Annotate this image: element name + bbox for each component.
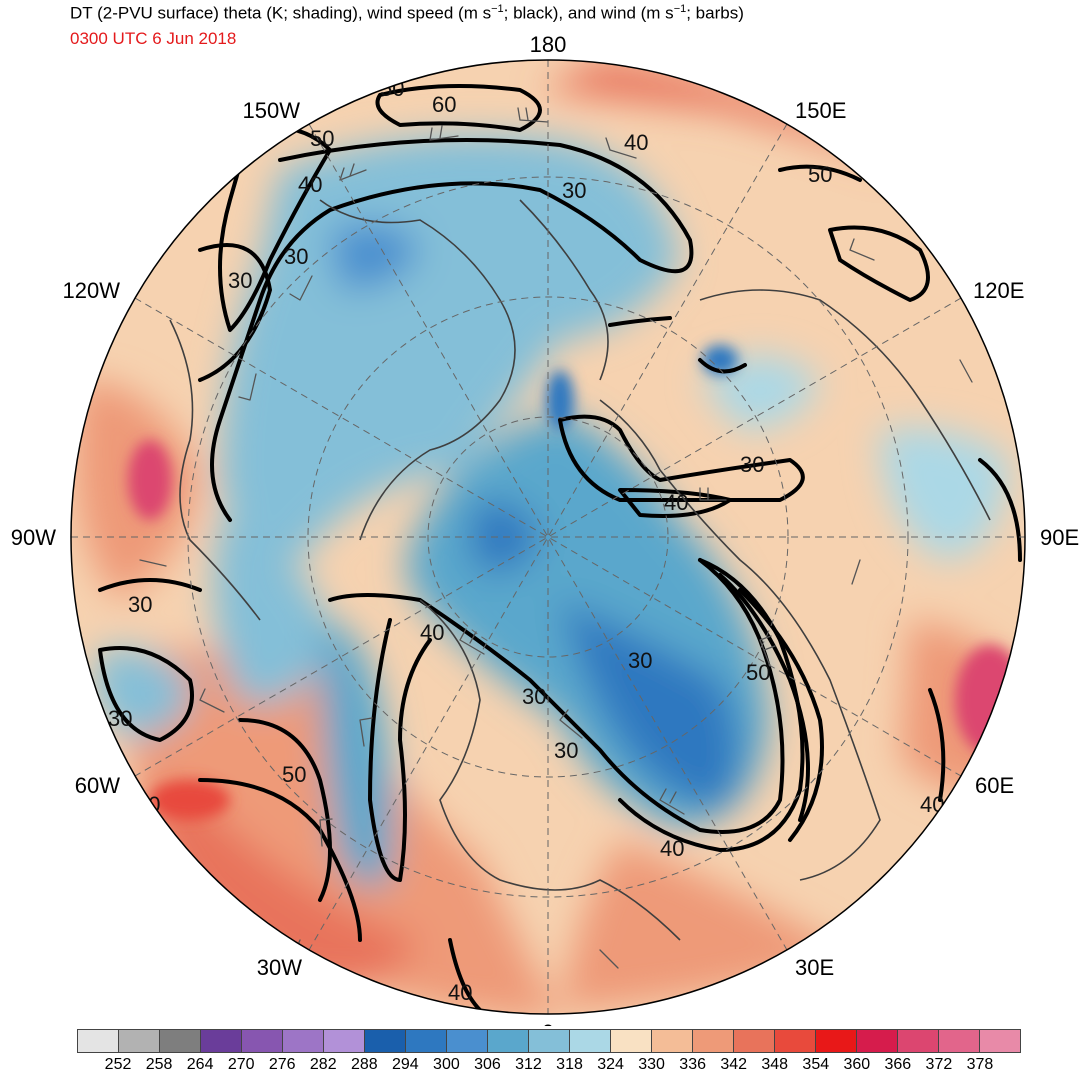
lon-label-30e: 30E [795, 955, 834, 980]
contour-label: 40 [298, 172, 322, 197]
contour-label: 40 [448, 980, 472, 1005]
colorbar-swatch [857, 1030, 898, 1052]
contour-label: 50 [808, 162, 832, 187]
lon-label-30w: 30W [257, 955, 302, 980]
colorbar-swatch [816, 1030, 857, 1052]
colorbar-swatch [242, 1030, 283, 1052]
lon-label-180: 180 [530, 32, 567, 57]
contour-label: 40 [624, 130, 648, 155]
contour-label: 60 [432, 92, 456, 117]
colorbar-tick-label: 288 [350, 1056, 378, 1073]
colorbar-tick-label: 252 [104, 1056, 132, 1073]
title-part-b: ; black), and wind (m s [503, 3, 674, 23]
colorbar-tick-label: 276 [268, 1056, 296, 1073]
contour-value-labels: 50 60 50 40 30 30 40 50 30 30 40 30 40 3… [108, 76, 944, 1005]
contour-label: 30 [740, 452, 764, 477]
theta-shading [75, 60, 1025, 1014]
colorbar-tick-label: 336 [679, 1056, 706, 1073]
colorbar-tick-label: 282 [309, 1056, 337, 1073]
colorbar-swatch [365, 1030, 406, 1052]
colorbar-tick-label: 378 [966, 1056, 994, 1073]
colorbar-swatch [488, 1030, 529, 1052]
polar-map: 50 60 50 40 30 30 40 50 30 30 40 30 40 3… [11, 32, 1079, 1026]
lon-label-90e: 90E [1040, 525, 1079, 550]
colorbar-swatch [898, 1030, 939, 1052]
colorbar-tick-label: 294 [391, 1056, 419, 1073]
wind-barbs [139, 107, 973, 969]
contour-label: 30 [128, 592, 152, 617]
title-part-c: ; barbs) [686, 3, 744, 23]
contour-label: 30 [228, 268, 252, 293]
map-title: DT (2-PVU surface) theta (K; shading), w… [70, 3, 744, 23]
graticule [71, 60, 1025, 1014]
colorbar-swatch [611, 1030, 652, 1052]
contour-label: 30 [284, 244, 308, 269]
map-border [70, 59, 1026, 1015]
lon-label-150w: 150W [243, 98, 301, 123]
title-superscript-2: −1 [673, 3, 687, 15]
colorbar-tick-label: 366 [884, 1056, 912, 1073]
colorbar-tick-label: 372 [925, 1056, 953, 1073]
contour-label: 30 [522, 684, 546, 709]
colorbar-swatch [980, 1030, 1020, 1052]
colorbar-tick-label: 330 [638, 1056, 665, 1073]
colorbar-swatch [570, 1030, 611, 1052]
contour-label: 40 [920, 792, 944, 817]
colorbar-labels: 252 258 264 270 276 282 288 294 300 306 312 318 324 3… [77, 1056, 1021, 1076]
colorbar-tick-label: 324 [597, 1056, 624, 1073]
contour-label: 30 [108, 706, 132, 731]
contour-label: 40 [420, 620, 444, 645]
theta-colorbar [77, 1029, 1021, 1053]
colorbar-tick-label: 342 [720, 1056, 748, 1073]
lon-label-150e: 150E [795, 98, 846, 123]
longitude-labels: 180 150E 120E 90E 60E 30E 0 30W 60W 90W … [11, 32, 1079, 1026]
colorbar-tick-label: 300 [433, 1056, 460, 1073]
colorbar-swatch [652, 1030, 693, 1052]
wind-speed-contours [98, 84, 1022, 1012]
colorbar-tick-label: 270 [227, 1056, 255, 1073]
lon-label-120w: 120W [63, 278, 121, 303]
colorbar-tick-label: 306 [474, 1056, 501, 1073]
contour-label: 30 [136, 792, 160, 817]
colorbar-swatch [78, 1030, 119, 1052]
contour-label: 50 [282, 762, 306, 787]
colorbar-tick-label: 258 [145, 1056, 173, 1073]
coastlines [169, 199, 991, 941]
contour-label: 30 [628, 648, 652, 673]
colorbar-swatch [693, 1030, 734, 1052]
lon-label-60w: 60W [75, 773, 120, 798]
contour-label: 30 [562, 178, 586, 203]
colorbar-swatch [775, 1030, 816, 1052]
colorbar-tick-label: 318 [556, 1056, 583, 1073]
lon-label-120e: 120E [973, 278, 1024, 303]
colorbar-tick-label: 348 [761, 1056, 789, 1073]
lon-label-60e: 60E [975, 773, 1014, 798]
valid-time: 0300 UTC 6 Jun 2018 [70, 29, 237, 48]
contour-label: 40 [660, 836, 684, 861]
colorbar-swatch [447, 1030, 488, 1052]
colorbar-swatch [324, 1030, 365, 1052]
colorbar-swatch [119, 1030, 160, 1052]
colorbar-tick-label: 354 [802, 1056, 830, 1073]
contour-label: 30 [554, 738, 578, 763]
contour-label: 50 [310, 126, 334, 151]
colorbar-swatch [529, 1030, 570, 1052]
colorbar-swatch [160, 1030, 201, 1052]
lon-label-90w: 90W [11, 525, 56, 550]
contour-label: 40 [664, 490, 688, 515]
colorbar-swatch [406, 1030, 447, 1052]
colorbar-tick-label: 312 [515, 1056, 542, 1073]
colorbar-swatch [201, 1030, 242, 1052]
colorbar-swatch [734, 1030, 775, 1052]
lon-label-0: 0 [542, 1020, 554, 1026]
colorbar-tick-label: 360 [843, 1056, 871, 1073]
contour-label: 50 [746, 660, 770, 685]
colorbar-swatch [283, 1030, 324, 1052]
colorbar-swatch [939, 1030, 980, 1052]
title-superscript: −1 [491, 3, 504, 15]
colorbar-tick-label: 264 [186, 1056, 214, 1073]
map-disc: 50 60 50 40 30 30 40 50 30 30 40 30 40 3… [71, 60, 1025, 1014]
